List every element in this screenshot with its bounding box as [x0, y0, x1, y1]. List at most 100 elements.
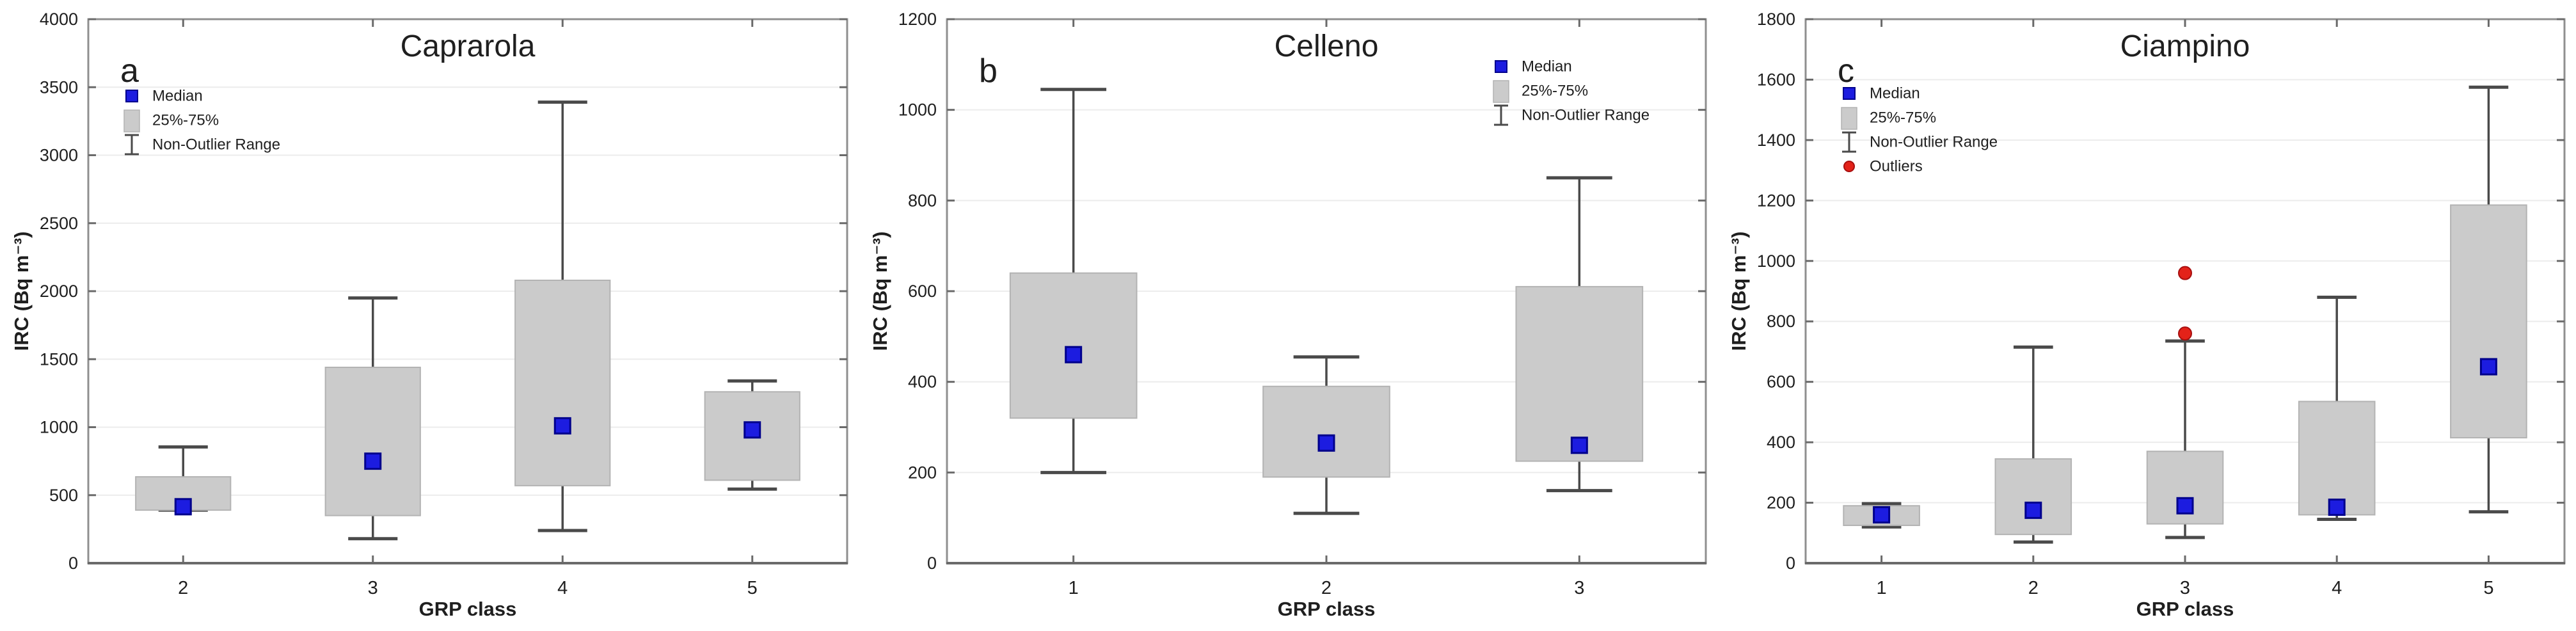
y-tick-label: 3000 [40, 146, 78, 165]
box-group-class-3 [324, 296, 421, 541]
legend-iqr-icon [1841, 107, 1857, 130]
y-tick-label: 400 [908, 372, 937, 392]
y-tick-label: 0 [68, 554, 78, 573]
legend-label: Outliers [1870, 158, 1923, 175]
panel-letter: a [120, 52, 139, 90]
y-tick-label: 1200 [898, 10, 937, 29]
x-tick-label: 3 [368, 578, 378, 598]
panel-letter: b [979, 52, 998, 90]
iqr-box [324, 367, 421, 516]
boxplot-svg-ciampino: 0 200 400 600 800 1000 1200 1400 1600 1800 1 2 3 4 5 Ci… [1717, 0, 2576, 631]
panel-celleno: 0 200 400 600 800 1000 1200 1 2 3 Celleno b IRC (Bq … [859, 0, 1717, 631]
x-tick-label: 2 [178, 578, 188, 598]
x-tick-label: 3 [1574, 578, 1584, 598]
legend-label: Median [152, 88, 203, 105]
iqr-box [514, 280, 611, 486]
iqr-box [1994, 458, 2072, 536]
boxplot-svg-caprarola: 0 500 1000 1500 2000 2500 3000 3500 4000 2 3 4 5 Capr… [0, 0, 859, 631]
panel-title: Celleno [1275, 29, 1379, 63]
median-marker [174, 498, 192, 516]
box-group-class-3 [1515, 176, 1644, 493]
legend-range-icon [125, 134, 139, 156]
x-tick-label: 5 [2483, 578, 2493, 598]
box-group-class-1 [1843, 502, 1920, 529]
legend-iqr-icon [1493, 80, 1509, 103]
y-tick-label: 1600 [1757, 70, 1795, 89]
legend-label: 25%-75% [152, 112, 219, 129]
outlier-point [2178, 266, 2192, 280]
panel-letter: c [1838, 52, 1854, 90]
median-marker [1570, 436, 1588, 454]
legend-median-icon [125, 90, 138, 102]
y-axis-title: IRC (Bq m⁻³) [869, 232, 891, 351]
box-group-class-4 [514, 100, 611, 532]
box-group-class-2 [135, 445, 232, 516]
y-tick-label: 1500 [40, 349, 78, 369]
y-tick-label: 1200 [1757, 191, 1795, 210]
x-tick-label: 2 [1321, 578, 1332, 598]
median-marker [1317, 434, 1335, 452]
iqr-box [1262, 385, 1390, 478]
x-tick-label: 3 [2180, 578, 2190, 598]
median-marker [2328, 499, 2346, 516]
y-tick-label: 1000 [40, 418, 78, 437]
panel-ciampino: 0 200 400 600 800 1000 1200 1400 1600 1800 1 2 3 4 5 Ci… [1717, 0, 2576, 631]
box-group-class-2 [1994, 345, 2072, 544]
y-tick-label: 0 [1786, 554, 1795, 573]
legend: Median 25%-75% Non-Outlier Range [1493, 58, 1650, 126]
outlier-point [2178, 326, 2192, 341]
y-tick-label: 1800 [1757, 10, 1795, 29]
x-tick-label: 4 [2332, 578, 2342, 598]
iqr-box [2450, 204, 2527, 439]
legend-label: Non-Outlier Range [1870, 134, 1998, 151]
y-tick-label: 2000 [40, 282, 78, 301]
legend-label: 25%-75% [1870, 109, 1936, 127]
legend-median-icon [1495, 60, 1507, 73]
median-marker [553, 417, 571, 435]
y-tick-label: 2500 [40, 214, 78, 233]
y-tick-label: 1000 [898, 100, 937, 120]
y-tick-label: 200 [1767, 493, 1795, 513]
x-tick-label: 4 [557, 578, 568, 598]
box-group-class-5 [704, 379, 800, 491]
y-tick-label: 0 [927, 554, 937, 573]
panel-title: Caprarola [401, 29, 536, 63]
y-tick-label: 500 [49, 486, 78, 505]
box-group-class-2 [1262, 355, 1390, 515]
legend: Median 25%-75% Non-Outlier Range Outliers [1841, 85, 1998, 175]
x-tick-label: 1 [1877, 578, 1887, 598]
y-tick-label: 600 [1767, 372, 1795, 392]
median-marker [1873, 506, 1891, 523]
box-group-class-5 [2450, 85, 2527, 514]
legend-label: Median [1522, 58, 1572, 76]
y-tick-label: 800 [908, 191, 937, 210]
x-tick-label: 5 [747, 578, 758, 598]
plot-background [0, 0, 859, 631]
iqr-box [1009, 272, 1138, 419]
median-marker [1065, 346, 1083, 363]
legend-label: Median [1870, 85, 1920, 102]
box-group-class-1 [1009, 88, 1138, 474]
legend-outlier-icon [1843, 161, 1855, 172]
boxplot-svg-celleno: 0 200 400 600 800 1000 1200 1 2 3 Celleno b IRC (Bq … [859, 0, 1717, 631]
y-axis-title: IRC (Bq m⁻³) [10, 232, 33, 351]
median-marker [2024, 501, 2042, 519]
legend-iqr-icon [123, 109, 140, 132]
y-tick-label: 800 [1767, 312, 1795, 331]
legend-range-icon [1494, 104, 1508, 126]
iqr-box [1515, 285, 1644, 462]
legend-median-icon [1843, 87, 1856, 100]
panel-title: Ciampino [2120, 29, 2250, 63]
x-axis-title: GRP class [1278, 598, 1376, 620]
legend-range-icon [1842, 131, 1856, 153]
y-tick-label: 1400 [1757, 131, 1795, 150]
legend: Median 25%-75% Non-Outlier Range [123, 88, 280, 156]
panel-caprarola: 0 500 1000 1500 2000 2500 3000 3500 4000 2 3 4 5 Capr… [0, 0, 859, 631]
median-marker [364, 452, 382, 470]
x-tick-label: 2 [2028, 578, 2039, 598]
x-axis-title: GRP class [419, 598, 517, 620]
x-tick-label: 1 [1069, 578, 1079, 598]
legend-label: Non-Outlier Range [1522, 107, 1650, 124]
median-marker [2479, 358, 2497, 376]
